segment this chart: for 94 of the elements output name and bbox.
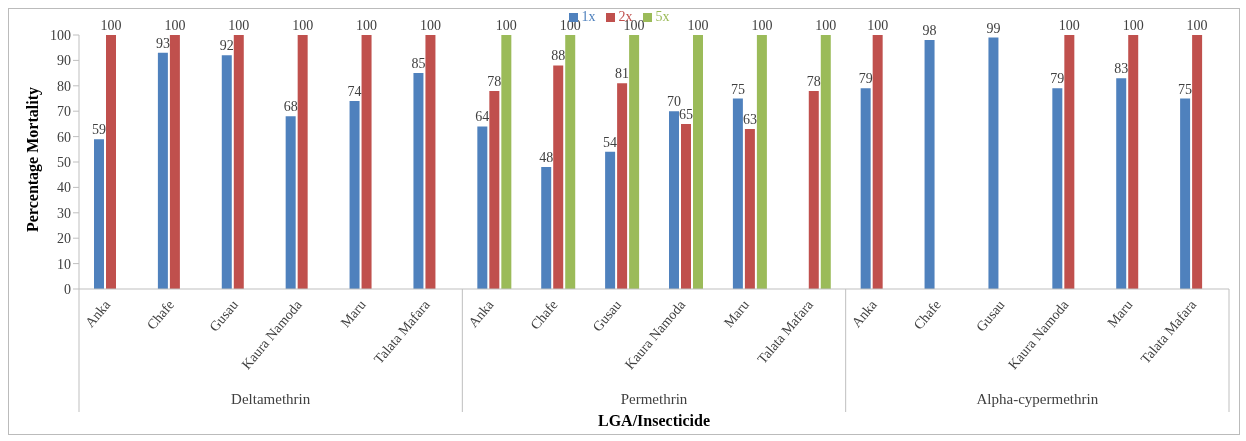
bar (1052, 88, 1063, 289)
y-tick-label: 100 (50, 27, 71, 43)
bar (477, 126, 488, 289)
data-label: 100 (1186, 18, 1208, 33)
data-label: 54 (603, 134, 618, 150)
data-label: 59 (92, 122, 106, 138)
bar (693, 35, 703, 289)
data-label: 75 (1178, 81, 1193, 97)
data-label: 64 (475, 109, 490, 125)
bar (1180, 98, 1191, 289)
bar (361, 35, 372, 289)
bar (988, 37, 999, 289)
bar (1116, 78, 1127, 289)
data-label: 100 (100, 18, 122, 33)
bar (94, 139, 104, 289)
data-label: 100 (292, 18, 314, 33)
bar (756, 35, 767, 289)
bar (425, 35, 436, 289)
text: Alpha-cypermethrin (976, 391, 1099, 407)
bar (669, 111, 679, 289)
bar (157, 52, 168, 289)
data-label: 93 (155, 35, 170, 51)
bar (924, 40, 935, 289)
data-label: 100 (867, 18, 889, 33)
data-label: 99 (986, 20, 1001, 36)
y-tick-label: 40 (57, 180, 71, 196)
y-tick-label: 30 (57, 205, 71, 221)
bar (744, 128, 755, 289)
data-label: 100 (228, 18, 250, 33)
data-label: 100 (164, 18, 186, 33)
y-tick-label: 70 (57, 104, 71, 120)
bar (169, 35, 180, 289)
bar (106, 35, 116, 289)
data-label: 65 (679, 106, 693, 122)
data-label: 79 (1050, 71, 1065, 87)
data-label: 88 (551, 48, 566, 64)
bar (233, 35, 244, 289)
data-label: 100 (419, 18, 441, 33)
data-label: 78 (806, 73, 821, 89)
data-label: 79 (858, 71, 873, 87)
data-label: 100 (1122, 18, 1144, 33)
data-label: 92 (219, 38, 234, 54)
legend-label: 5x (655, 9, 670, 24)
bar (297, 35, 308, 289)
data-label: 63 (742, 111, 757, 127)
y-axis-title: Percentage Mortality (23, 87, 42, 232)
bar (349, 101, 360, 289)
y-tick-label: 50 (57, 154, 71, 170)
y-tick-label: 10 (57, 256, 71, 272)
bar (489, 90, 500, 289)
bar (605, 151, 616, 289)
y-tick-label: 80 (57, 78, 71, 94)
data-label: 85 (411, 56, 426, 72)
bar (501, 35, 512, 289)
bar (629, 35, 640, 289)
bar (553, 65, 564, 289)
bar (820, 35, 831, 289)
data-label: 70 (667, 94, 681, 110)
bar (1128, 35, 1139, 289)
bar (413, 73, 424, 289)
data-label: 48 (539, 150, 554, 166)
data-label: 81 (615, 66, 630, 82)
bar (221, 55, 232, 289)
bar (732, 98, 743, 289)
text: Deltamethrin (231, 391, 311, 407)
x-axis-title: LGA/Insecticide (598, 412, 710, 429)
y-tick-label: 90 (57, 53, 71, 69)
data-label: 74 (347, 84, 362, 100)
data-label: 78 (487, 73, 502, 89)
text: Permethrin (620, 391, 688, 407)
data-label: 75 (730, 81, 745, 97)
data-label: 100 (1058, 18, 1080, 33)
data-label: 83 (1114, 61, 1129, 77)
bar (1192, 35, 1203, 289)
data-label: 100 (356, 18, 378, 33)
data-label: 68 (283, 99, 298, 115)
data-label: 100 (751, 18, 773, 33)
bar (541, 167, 552, 289)
y-tick-label: 0 (64, 281, 71, 297)
bar (565, 35, 576, 289)
bar (808, 90, 819, 289)
legend-label: 1x (581, 9, 596, 24)
bar (872, 35, 883, 289)
y-tick-label: 20 (57, 231, 71, 247)
data-label: 100 (815, 18, 837, 33)
bar (860, 88, 871, 289)
data-label: 98 (922, 23, 937, 39)
data-label: 100 (687, 18, 709, 33)
bar (617, 83, 628, 289)
y-tick-label: 60 (57, 129, 71, 145)
bar (1064, 35, 1075, 289)
bar (285, 116, 296, 289)
data-label: 100 (495, 18, 517, 33)
bar (681, 123, 691, 289)
